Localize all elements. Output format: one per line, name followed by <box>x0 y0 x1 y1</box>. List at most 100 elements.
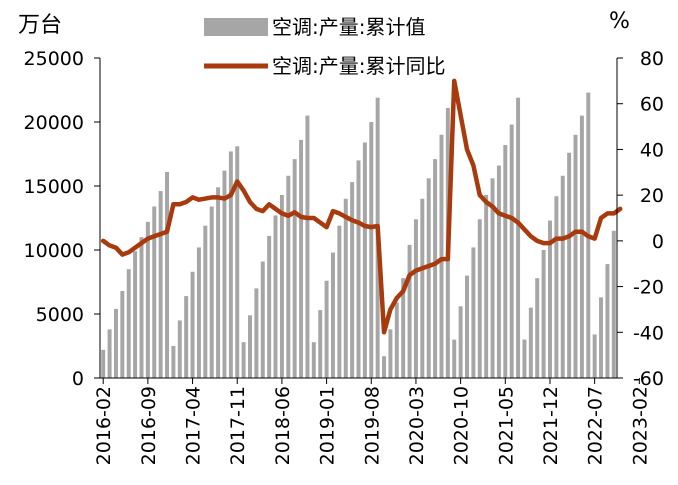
line-point <box>274 208 277 210</box>
line-point <box>555 237 558 240</box>
bar <box>490 178 495 378</box>
line-point <box>210 196 213 199</box>
line-point <box>344 216 347 218</box>
line-point <box>115 246 117 249</box>
line-point <box>102 240 104 242</box>
line-series-group <box>100 78 623 335</box>
right-tick-label: 20 <box>640 185 664 207</box>
x-tick-label: 2019-08 <box>361 386 383 465</box>
line-point <box>447 258 449 260</box>
bar <box>101 349 106 378</box>
line-point <box>383 331 385 334</box>
line-point <box>370 226 373 228</box>
line-point <box>319 221 322 224</box>
line-point <box>325 226 328 228</box>
line-point <box>261 210 264 212</box>
x-tick-label: 2020-10 <box>451 386 473 465</box>
bar <box>133 251 138 378</box>
line-point <box>134 246 136 249</box>
bar <box>305 115 310 378</box>
line-point <box>338 212 341 215</box>
bar <box>554 196 559 378</box>
bar <box>535 278 540 378</box>
line-point <box>172 203 175 206</box>
line-point <box>127 251 130 254</box>
line-point <box>523 228 526 231</box>
line-point <box>223 197 226 200</box>
bar <box>356 160 361 378</box>
left-tick-label: 20000 <box>24 112 84 134</box>
line-point <box>510 217 513 219</box>
x-tick-label: 2016-02 <box>93 386 115 465</box>
bar <box>260 261 265 378</box>
bar <box>228 151 233 378</box>
line-point <box>204 197 207 200</box>
bar <box>528 307 533 378</box>
bar <box>196 247 201 378</box>
bar <box>388 329 393 378</box>
line-point <box>313 217 315 219</box>
bar <box>279 194 284 378</box>
line-point <box>453 80 456 82</box>
bar <box>369 122 374 378</box>
line-point <box>408 274 411 276</box>
bar <box>292 159 297 378</box>
line-point <box>268 203 270 206</box>
line-point <box>434 262 436 265</box>
bar <box>439 134 444 378</box>
bar <box>522 339 527 378</box>
line-point <box>121 253 124 256</box>
line-point <box>332 210 334 212</box>
bar <box>158 191 163 378</box>
bar <box>222 170 227 378</box>
bar <box>248 315 252 378</box>
x-tick-label: 2022-07 <box>585 386 607 465</box>
bar <box>311 342 316 378</box>
line-point <box>306 217 309 219</box>
bar <box>126 269 131 378</box>
x-tick-label: 2016-09 <box>138 386 160 465</box>
line-point <box>389 308 392 311</box>
right-tick-label: -20 <box>633 277 664 299</box>
line-point <box>217 196 219 199</box>
right-tick-label: 0 <box>652 231 664 253</box>
right-tick-label: -40 <box>633 322 664 344</box>
line-point <box>517 221 519 224</box>
x-tick-label: 2017-04 <box>183 386 205 465</box>
line-point <box>466 148 468 151</box>
bar-series <box>101 92 616 379</box>
x-axis-ticks: 2016-02 2016-09 2017-04 2017-11 2018-06 2019-… <box>93 378 651 465</box>
line-point <box>619 208 621 210</box>
right-unit-label: % <box>609 9 630 34</box>
line-point <box>159 233 162 235</box>
line-point <box>153 235 156 238</box>
bar <box>165 171 169 378</box>
line-point <box>108 244 111 247</box>
line-point <box>166 230 168 233</box>
bar <box>465 275 469 378</box>
left-tick-label: 25000 <box>24 48 84 70</box>
line-point <box>236 180 239 183</box>
line-point <box>198 198 200 201</box>
bar <box>516 97 521 379</box>
bar <box>203 225 208 378</box>
bar <box>611 230 616 378</box>
bar <box>458 306 463 378</box>
line-point <box>542 242 545 244</box>
bar <box>426 178 431 378</box>
bar <box>209 206 214 378</box>
line-point <box>581 230 583 233</box>
line-point <box>472 164 475 167</box>
line-point <box>376 225 379 227</box>
left-tick-label: 15000 <box>24 176 84 198</box>
bar <box>216 187 221 378</box>
bar <box>407 244 412 378</box>
line-point <box>530 235 532 238</box>
bar <box>337 225 342 378</box>
bar <box>113 308 118 378</box>
bar <box>184 296 189 378</box>
line-point <box>293 211 296 214</box>
x-tick-label: 2023-02 <box>629 386 651 465</box>
line-point <box>281 212 283 215</box>
